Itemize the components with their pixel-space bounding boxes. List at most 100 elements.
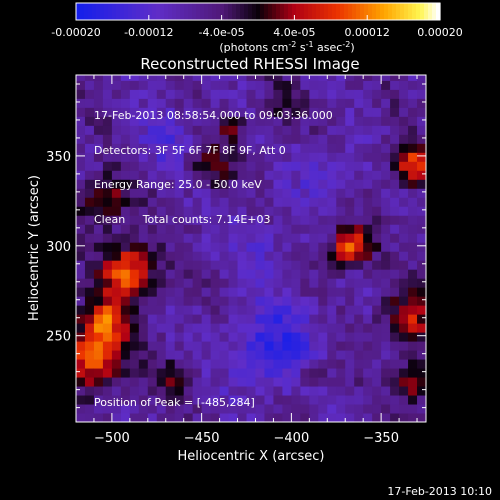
heatmap-cell bbox=[246, 116, 256, 126]
heatmap-cell bbox=[237, 332, 248, 342]
heatmap-cell bbox=[282, 152, 292, 162]
heatmap-cell bbox=[291, 251, 301, 261]
heatmap-cell bbox=[228, 296, 239, 306]
heatmap-cell bbox=[282, 296, 292, 306]
heatmap-cell bbox=[408, 368, 418, 378]
heatmap-cell bbox=[111, 314, 122, 324]
heatmap-cell bbox=[93, 404, 104, 414]
heatmap-cell bbox=[138, 278, 149, 288]
colorbar-segment bbox=[296, 3, 301, 20]
heatmap-cell bbox=[138, 251, 149, 261]
heatmap-cell bbox=[102, 350, 113, 360]
heatmap-cell bbox=[138, 152, 149, 162]
colorbar-segment bbox=[320, 3, 325, 20]
colorbar-segment bbox=[212, 3, 217, 20]
heatmap-cell bbox=[273, 134, 283, 144]
heatmap-cell bbox=[399, 395, 409, 405]
heatmap-cell bbox=[408, 287, 418, 297]
heatmap-cell bbox=[156, 350, 167, 360]
heatmap-cell bbox=[174, 179, 185, 189]
heatmap-cell bbox=[76, 152, 86, 162]
heatmap-cell bbox=[363, 278, 373, 288]
heatmap-cell bbox=[246, 350, 256, 360]
heatmap-cell bbox=[93, 80, 104, 90]
heatmap-cell bbox=[417, 233, 427, 243]
heatmap-cell bbox=[219, 80, 230, 90]
heatmap-cell bbox=[111, 170, 122, 180]
heatmap-cell bbox=[183, 323, 194, 333]
heatmap-cell bbox=[417, 377, 427, 387]
colorbar-tick-label: -0.00012 bbox=[124, 26, 173, 39]
heatmap-cell bbox=[309, 386, 319, 396]
heatmap-cell bbox=[309, 215, 319, 225]
heatmap-cell bbox=[201, 134, 212, 144]
heatmap-cell bbox=[147, 134, 158, 144]
heatmap-cell bbox=[273, 377, 283, 387]
heatmap-cell bbox=[246, 386, 256, 396]
heatmap-cell bbox=[345, 89, 355, 99]
heatmap-cell bbox=[273, 251, 283, 261]
heatmap-cell bbox=[282, 75, 292, 81]
heatmap-cell bbox=[93, 215, 104, 225]
heatmap-cell bbox=[192, 377, 203, 387]
heatmap-cell bbox=[111, 251, 122, 261]
heatmap-cell bbox=[120, 314, 131, 324]
colorbar-segment bbox=[388, 3, 393, 20]
heatmap-cell bbox=[318, 323, 328, 333]
heatmap-cell bbox=[183, 125, 194, 135]
heatmap-cell bbox=[264, 197, 274, 207]
heatmap-cell bbox=[201, 197, 212, 207]
heatmap-cell bbox=[363, 332, 373, 342]
heatmap-cell bbox=[282, 143, 292, 153]
heatmap-cell bbox=[111, 269, 122, 279]
heatmap-cell bbox=[246, 80, 256, 90]
heatmap-cell bbox=[318, 107, 328, 117]
heatmap-cell bbox=[76, 260, 86, 270]
heatmap-cell bbox=[246, 224, 256, 234]
heatmap-cell bbox=[318, 224, 328, 234]
heatmap-cell bbox=[408, 215, 418, 225]
heatmap-cell bbox=[156, 323, 167, 333]
heatmap-cell bbox=[138, 269, 149, 279]
heatmap-cell bbox=[76, 350, 86, 360]
heatmap-cell bbox=[291, 98, 301, 108]
x-axis-label: Heliocentric X (arcsec) bbox=[178, 449, 325, 464]
colorbar-segment bbox=[272, 3, 277, 20]
heatmap-cell bbox=[390, 170, 400, 180]
heatmap-cell bbox=[354, 305, 364, 315]
heatmap-cell bbox=[318, 341, 328, 351]
heatmap-cell bbox=[372, 233, 382, 243]
heatmap-cell bbox=[327, 125, 337, 135]
heatmap-cell bbox=[237, 305, 248, 315]
heatmap-cell bbox=[246, 341, 256, 351]
heatmap-cell bbox=[219, 323, 230, 333]
heatmap-cell bbox=[111, 179, 122, 189]
heatmap-cell bbox=[345, 323, 355, 333]
heatmap-cell bbox=[381, 350, 391, 360]
heatmap-cell bbox=[147, 323, 158, 333]
heatmap-cell bbox=[93, 206, 104, 216]
heatmap-cell bbox=[219, 89, 230, 99]
heatmap-cell bbox=[192, 143, 203, 153]
heatmap-cell bbox=[264, 152, 274, 162]
heatmap-cell bbox=[129, 206, 140, 216]
heatmap-cell bbox=[336, 269, 346, 279]
heatmap-cell bbox=[417, 350, 427, 360]
heatmap-cell bbox=[120, 188, 131, 198]
heatmap-cell bbox=[76, 134, 86, 144]
colorbar-segment bbox=[352, 3, 357, 20]
heatmap-cell bbox=[237, 75, 248, 81]
heatmap-cell bbox=[309, 395, 319, 405]
heatmap-cell bbox=[282, 197, 292, 207]
heatmap-cell bbox=[84, 188, 95, 198]
heatmap-cell bbox=[417, 75, 427, 81]
heatmap-cell bbox=[390, 125, 400, 135]
heatmap-cell bbox=[372, 89, 382, 99]
heatmap-cell bbox=[120, 359, 131, 369]
heatmap-cell bbox=[408, 152, 418, 162]
heatmap-cell bbox=[273, 206, 283, 216]
colorbar-segment bbox=[136, 3, 141, 20]
heatmap-cell bbox=[381, 75, 391, 81]
heatmap-cell bbox=[264, 296, 274, 306]
chart-title: Reconstructed RHESSI Image bbox=[140, 55, 359, 73]
